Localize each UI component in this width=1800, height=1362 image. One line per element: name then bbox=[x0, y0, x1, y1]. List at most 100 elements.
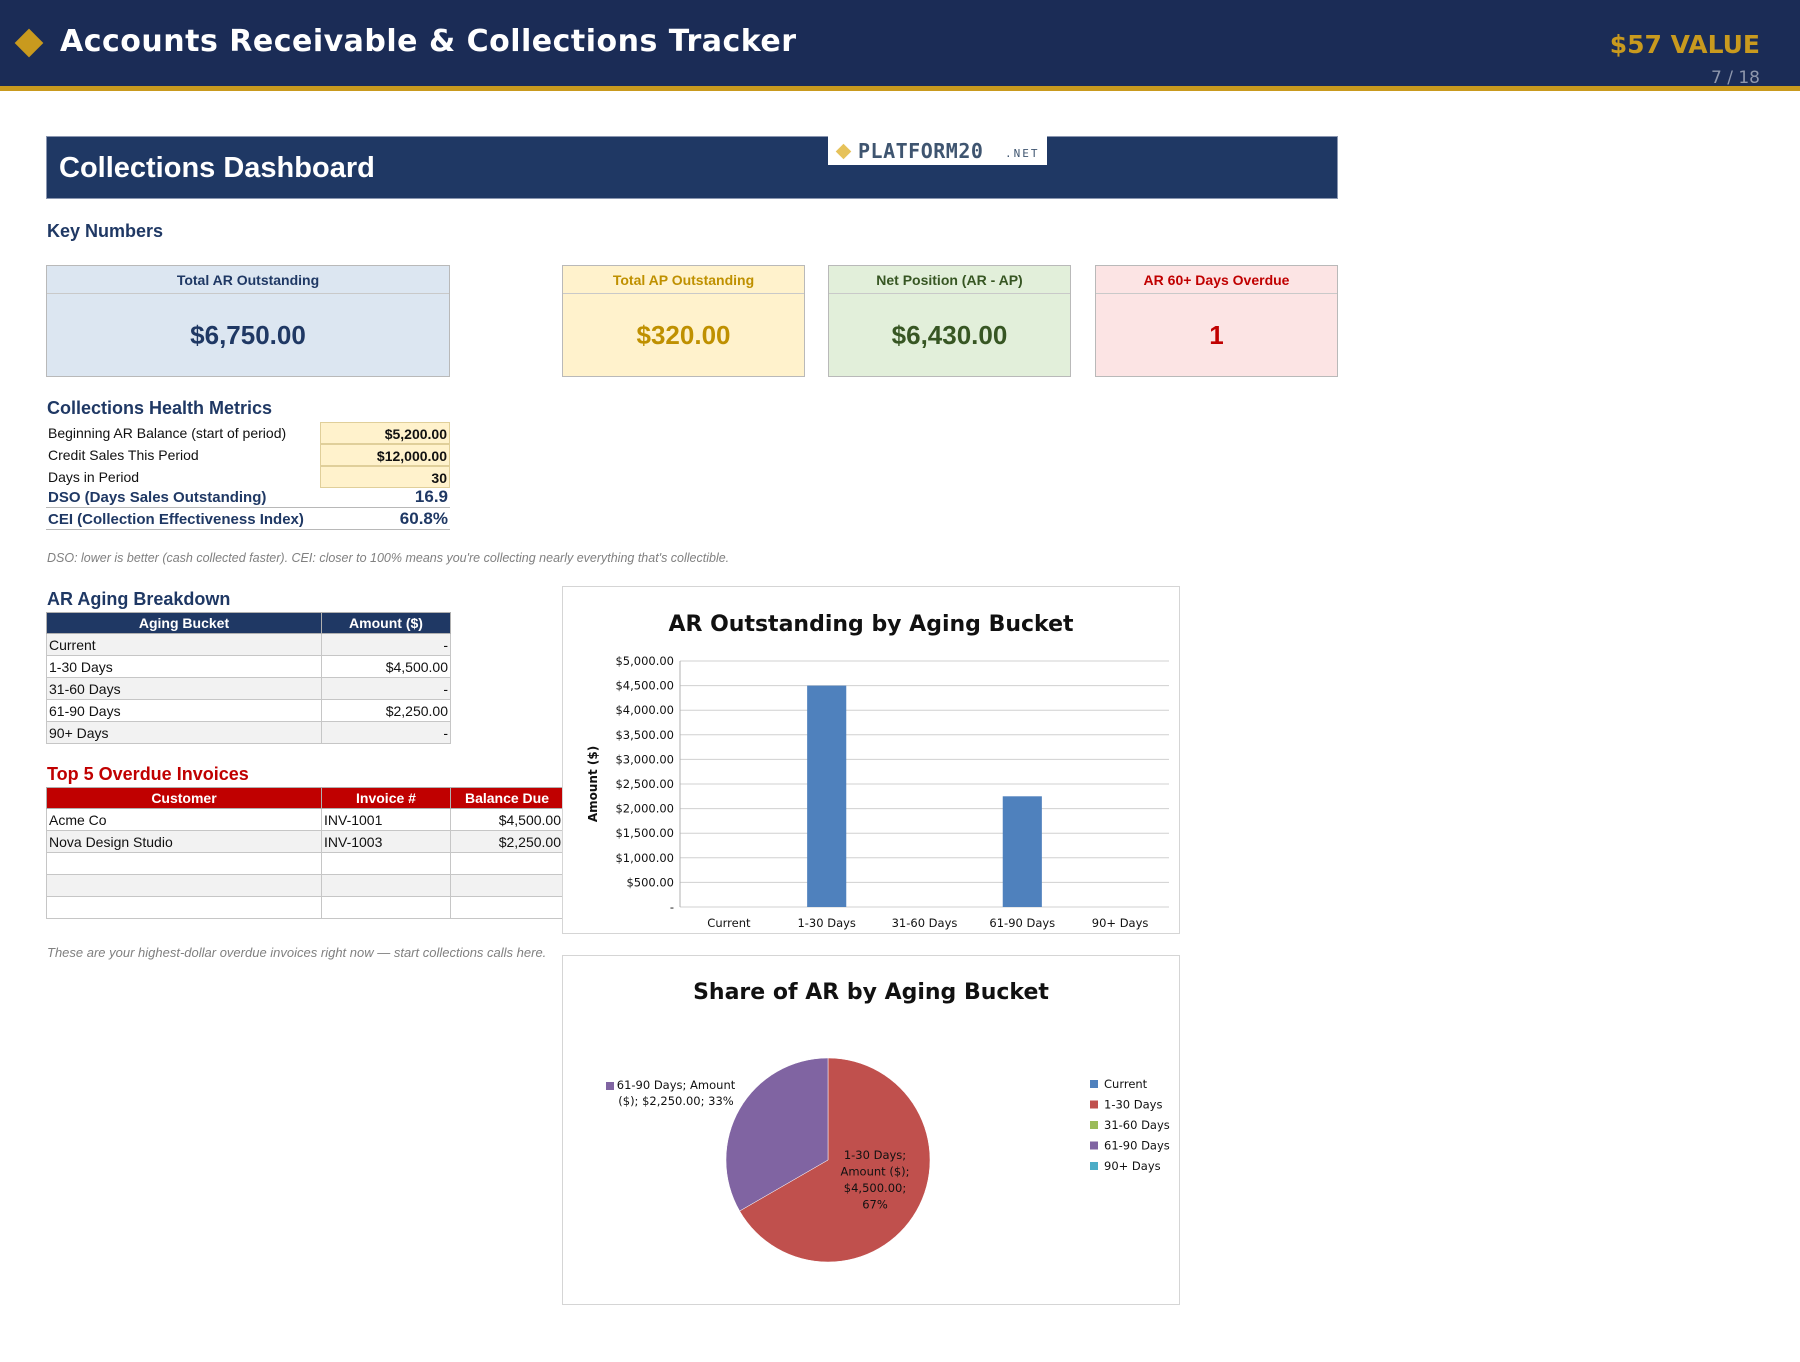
bucket-cell: 1-30 Days bbox=[46, 655, 322, 678]
bucket-cell: 31-60 Days bbox=[46, 677, 322, 700]
bar bbox=[1002, 796, 1042, 907]
overdue-title: Top 5 Overdue Invoices bbox=[47, 764, 249, 784]
slice-data-label: ($); $2,250.00; 33% bbox=[618, 1094, 734, 1108]
chart-title: AR Outstanding by Aging Bucket bbox=[668, 612, 1074, 637]
amount-cell: $2,250.00 bbox=[321, 699, 451, 722]
customer-cell bbox=[46, 874, 322, 897]
health-metrics-title: Collections Health Metrics bbox=[47, 398, 273, 418]
column-header: Aging Bucket bbox=[46, 612, 322, 634]
metric-days-in-period: Days in Period 30 bbox=[46, 466, 450, 488]
metric-input[interactable]: $5,200.00 bbox=[320, 422, 450, 444]
bar bbox=[807, 685, 847, 907]
platform-logo: PLATFORM20 .NET bbox=[828, 136, 1047, 165]
y-axis-label: Amount ($) bbox=[586, 746, 600, 822]
x-tick-label: 1-30 Days bbox=[797, 916, 855, 930]
health-note: DSO: lower is better (cash collected fas… bbox=[47, 551, 730, 565]
table-row bbox=[46, 874, 564, 897]
y-tick-label: $4,000.00 bbox=[615, 703, 674, 717]
slice-data-label: 1-30 Days; bbox=[844, 1148, 906, 1162]
customer-cell bbox=[46, 852, 322, 875]
customer-cell bbox=[46, 896, 322, 919]
table-row bbox=[46, 852, 564, 875]
amount-cell: - bbox=[321, 677, 451, 700]
x-tick-label: 61-90 Days bbox=[989, 916, 1055, 930]
pie-chart: Share of AR by Aging Bucket 1-30 Days; Amo… bbox=[606, 980, 1170, 1263]
chart-title: Share of AR by Aging Bucket bbox=[693, 980, 1049, 1005]
kpi-value: 1 bbox=[1209, 319, 1224, 350]
bar-chart: AR Outstanding by Aging Bucket - $500.00 $1… bbox=[586, 612, 1169, 930]
overdue-header-row: Customer Invoice # Balance Due bbox=[46, 787, 564, 809]
top-banner bbox=[0, 0, 1800, 86]
kpi-label: Total AP Outstanding bbox=[563, 266, 804, 294]
amount-cell: - bbox=[321, 633, 451, 656]
label-marker bbox=[606, 1082, 614, 1090]
column-header: Balance Due bbox=[450, 787, 564, 809]
column-header: Customer bbox=[46, 787, 322, 809]
y-tick-label: $2,000.00 bbox=[615, 802, 674, 816]
kpi-label: AR 60+ Days Overdue bbox=[1096, 266, 1337, 294]
metric-label: Credit Sales This Period bbox=[48, 447, 199, 463]
balance-cell bbox=[450, 896, 564, 919]
table-row: Nova Design Studio INV-1003 $2,250.00 bbox=[46, 830, 564, 853]
aging-title: AR Aging Breakdown bbox=[47, 589, 231, 609]
table-row: 1-30 Days $4,500.00 bbox=[46, 655, 451, 678]
metric-input[interactable]: 30 bbox=[320, 466, 450, 488]
table-row: Current - bbox=[46, 633, 451, 656]
balance-cell: $4,500.00 bbox=[450, 808, 564, 831]
legend-swatch bbox=[1090, 1141, 1098, 1150]
dashboard-header: Collections Dashboard bbox=[46, 136, 1338, 199]
kpi-ar-60-plus: AR 60+ Days Overdue 1 bbox=[1095, 265, 1338, 377]
kpi-value: $320.00 bbox=[636, 319, 731, 350]
key-numbers-title: Key Numbers bbox=[47, 221, 164, 241]
y-tick-label: $4,500.00 bbox=[615, 679, 674, 693]
legend-swatch bbox=[1090, 1080, 1098, 1088]
app-title: Accounts Receivable & Collections Tracke… bbox=[60, 24, 797, 59]
y-tick-label: $5,000.00 bbox=[615, 654, 674, 668]
kpi-label: Total AR Outstanding bbox=[47, 266, 449, 294]
customer-cell: Acme Co bbox=[46, 808, 322, 831]
bucket-cell: 90+ Days bbox=[46, 721, 322, 744]
metric-input[interactable]: $12,000.00 bbox=[320, 444, 450, 466]
legend-label: 61-90 Days bbox=[1104, 1139, 1170, 1153]
cei-label: CEI (Collection Effectiveness Index) bbox=[48, 511, 304, 528]
aging-header-row: Aging Bucket Amount ($) bbox=[46, 612, 451, 634]
bar-chart-frame: AR Outstanding by Aging Bucket - $500.00 $1… bbox=[562, 586, 1180, 934]
bucket-cell: 61-90 Days bbox=[46, 699, 322, 722]
balance-cell bbox=[450, 874, 564, 897]
balance-cell: $2,250.00 bbox=[450, 830, 564, 853]
x-tick-label: Current bbox=[707, 916, 751, 930]
slice-data-label: $4,500.00; bbox=[844, 1181, 906, 1195]
bucket-cell: Current bbox=[46, 633, 322, 656]
logo-text: PLATFORM20 bbox=[858, 139, 984, 163]
legend-label: 31-60 Days bbox=[1104, 1118, 1170, 1132]
table-row bbox=[46, 896, 564, 919]
kpi-value: $6,750.00 bbox=[190, 319, 306, 350]
y-tick-label: $500.00 bbox=[626, 875, 674, 889]
invoice-cell bbox=[321, 852, 451, 875]
y-tick-label: $1,000.00 bbox=[615, 851, 674, 865]
table-row: 61-90 Days $2,250.00 bbox=[46, 699, 451, 722]
dashboard-title: Collections Dashboard bbox=[59, 152, 375, 184]
y-tick-label: $1,500.00 bbox=[615, 826, 674, 840]
kpi-net-position: Net Position (AR - AP) $6,430.00 bbox=[828, 265, 1071, 377]
overdue-table: Customer Invoice # Balance Due Acme Co IN… bbox=[46, 787, 564, 919]
balance-cell bbox=[450, 852, 564, 875]
legend-swatch bbox=[1090, 1121, 1098, 1129]
aging-table: Aging Bucket Amount ($) Current - 1-30 Da… bbox=[46, 612, 451, 744]
slice-data-label: 67% bbox=[862, 1198, 888, 1212]
metric-label: Beginning AR Balance (start of period) bbox=[48, 425, 287, 441]
page-counter: 7 / 18 bbox=[1711, 68, 1760, 88]
legend-swatch bbox=[1090, 1100, 1098, 1109]
cei-value: 60.8% bbox=[399, 509, 448, 528]
legend-label: Current bbox=[1104, 1077, 1148, 1091]
column-header: Amount ($) bbox=[321, 612, 451, 634]
metric-credit-sales: Credit Sales This Period $12,000.00 bbox=[46, 444, 450, 466]
kpi-value: $6,430.00 bbox=[891, 319, 1008, 350]
table-row: Acme Co INV-1001 $4,500.00 bbox=[46, 808, 564, 831]
amount-cell: - bbox=[321, 721, 451, 744]
customer-cell: Nova Design Studio bbox=[46, 830, 322, 853]
y-tick-label: $3,000.00 bbox=[615, 752, 674, 766]
table-row: 31-60 Days - bbox=[46, 677, 451, 700]
metric-dso: DSO (Days Sales Outstanding) 16.9 bbox=[46, 486, 450, 508]
slice-data-label: Amount ($); bbox=[840, 1165, 909, 1179]
